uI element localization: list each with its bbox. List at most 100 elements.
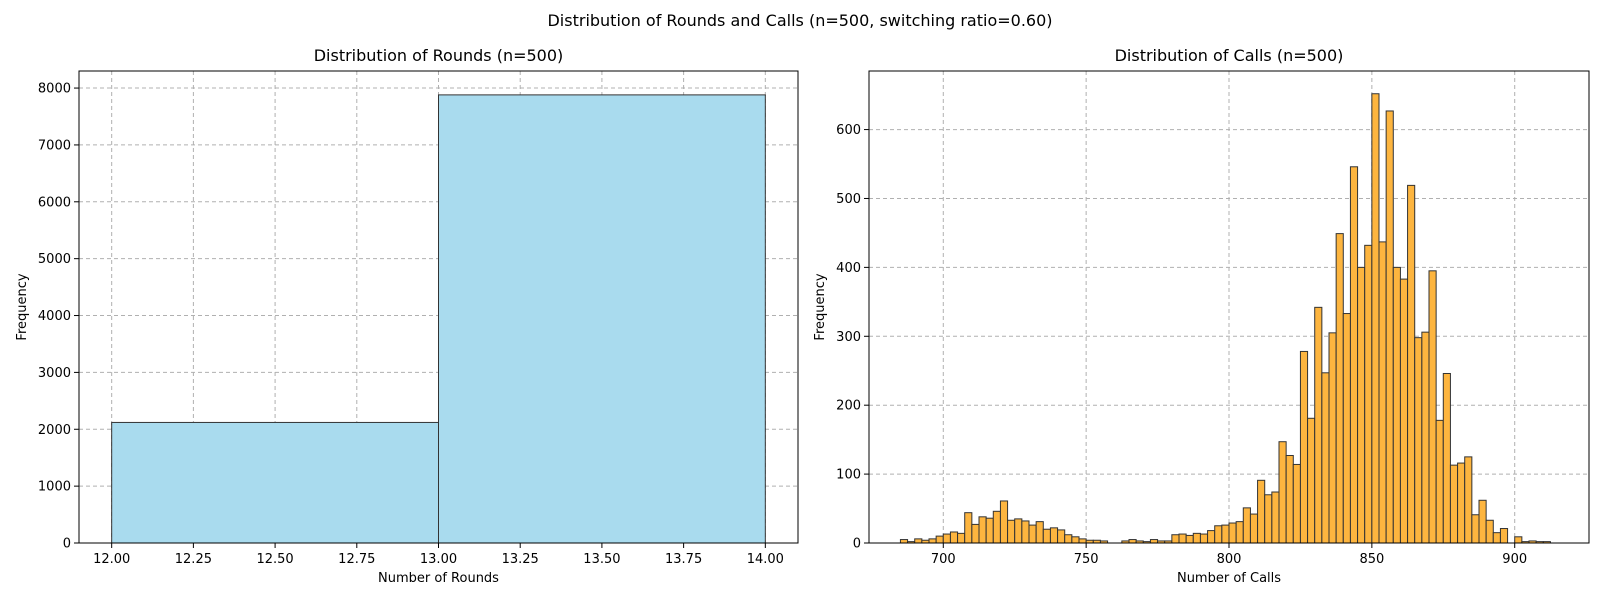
calls-bar-7: [949, 531, 959, 544]
calls-bar-18: [1028, 524, 1037, 544]
rounds-y-tick-label-3: 3000: [38, 366, 71, 381]
calls-bar-8: [957, 532, 966, 544]
calls-x-tick-label-2: 800: [1217, 552, 1242, 567]
rounds-y-tick-label-7: 7000: [38, 138, 71, 153]
figure-suptitle: Distribution of Rounds and Calls (n=500,…: [547, 11, 1052, 30]
calls-bar-12: [985, 517, 994, 544]
rounds-y-tick-label-5: 5000: [38, 252, 71, 267]
calls-bar-80: [1471, 514, 1480, 544]
calls-x-tick-label-4: 900: [1502, 552, 1527, 567]
calls-y-tick-label-4: 400: [836, 261, 861, 276]
calls-bar-56: [1299, 350, 1309, 544]
calls-bar-59: [1321, 372, 1330, 544]
calls-plot-frame: [868, 70, 1590, 544]
calls-bar-69: [1392, 266, 1401, 544]
rounds-y-tick-label-2: 2000: [38, 423, 71, 438]
calls-bar-57: [1307, 417, 1316, 544]
calls-bar-62: [1342, 313, 1351, 544]
calls-bar-14: [999, 500, 1009, 544]
calls-y-tick-label-2: 200: [836, 399, 861, 414]
calls-bar-72: [1414, 337, 1423, 544]
calls-bar-43: [1207, 530, 1216, 544]
calls-bar-54: [1285, 454, 1294, 544]
rounds-x-tick-label-4: 13.00: [420, 552, 457, 567]
calls-bar-70: [1399, 278, 1409, 544]
calls-x-axis-label: Number of Calls: [1177, 571, 1281, 586]
calls-x-tick-label-0: 700: [931, 552, 956, 567]
rounds-y-tick-label-4: 4000: [38, 309, 71, 324]
calls-bar-77: [1449, 464, 1459, 544]
calls-bar-38: [1171, 534, 1180, 544]
calls-bar-23: [1064, 534, 1073, 544]
rounds-bars: [111, 94, 766, 544]
calls-bar-74: [1428, 270, 1437, 544]
calls-bar-66: [1371, 93, 1380, 544]
calls-bar-44: [1214, 525, 1223, 544]
rounds-bar-0: [111, 421, 439, 544]
calls-chart-title: Distribution of Calls (n=500): [1115, 46, 1344, 65]
calls-bar-71: [1407, 184, 1416, 544]
calls-bar-76: [1442, 372, 1451, 544]
rounds-x-tick-label-8: 14.00: [747, 552, 784, 567]
calls-bar-53: [1278, 441, 1287, 544]
calls-bar-41: [1192, 532, 1201, 544]
rounds-bar-1: [438, 94, 766, 544]
calls-bar-0: [899, 539, 909, 544]
calls-y-tick-label-0: 0: [853, 537, 861, 552]
calls-bar-9: [964, 512, 973, 544]
calls-bar-67: [1378, 241, 1387, 544]
calls-bar-48: [1242, 507, 1251, 544]
calls-y-axis-label: Frequency: [813, 273, 828, 340]
calls-bar-15: [1007, 519, 1016, 544]
rounds-x-tick-label-0: 12.00: [93, 552, 130, 567]
calls-x-ticks: 700 750 800 850 900: [931, 543, 1527, 567]
calls-y-tick-label-6: 600: [836, 123, 861, 138]
rounds-plot-frame: [78, 70, 799, 544]
calls-bar-16: [1014, 518, 1023, 544]
calls-bar-2: [914, 538, 923, 544]
calls-bar-42: [1199, 533, 1209, 544]
calls-bar-11: [978, 516, 987, 544]
calls-bar-35: [1149, 539, 1159, 544]
rounds-y-tick-label-1: 1000: [38, 480, 71, 495]
calls-histogram-panel: Distribution of Calls (n=500) Number of …: [813, 46, 1590, 586]
rounds-x-tick-label-3: 12.75: [338, 552, 375, 567]
calls-bar-22: [1057, 529, 1066, 544]
calls-bar-39: [1178, 533, 1187, 544]
rounds-x-axis-label: Number of Rounds: [378, 571, 499, 586]
calls-bar-40: [1185, 534, 1194, 544]
rounds-x-tick-label-6: 13.50: [583, 552, 620, 567]
calls-bar-84: [1499, 528, 1509, 544]
calls-bar-55: [1292, 463, 1301, 544]
calls-bar-5: [935, 535, 944, 544]
calls-bar-32: [1128, 539, 1137, 544]
calls-bar-49: [1249, 513, 1259, 544]
calls-y-tick-label-3: 300: [836, 330, 861, 345]
calls-bar-21: [1049, 527, 1059, 544]
calls-x-tick-label-1: 750: [1074, 552, 1099, 567]
calls-bar-24: [1071, 536, 1080, 544]
calls-bar-13: [992, 510, 1001, 544]
calls-bar-86: [1514, 536, 1523, 544]
rounds-x-tick-label-2: 12.50: [256, 552, 293, 567]
calls-bar-73: [1421, 331, 1430, 544]
calls-bar-51: [1264, 494, 1273, 544]
calls-bar-19: [1035, 521, 1044, 544]
calls-y-tick-label-1: 100: [836, 468, 861, 483]
calls-bar-83: [1492, 532, 1501, 544]
calls-bar-78: [1457, 462, 1466, 544]
calls-bar-61: [1335, 233, 1344, 544]
calls-bar-45: [1221, 524, 1230, 544]
rounds-y-ticks: 0 1000 2000 3000 4000 5000 6000 7000 8000: [38, 82, 79, 552]
calls-bar-64: [1357, 266, 1366, 544]
calls-bar-4: [928, 538, 937, 544]
calls-bar-68: [1385, 110, 1394, 544]
calls-bar-47: [1235, 521, 1244, 544]
calls-bar-60: [1328, 332, 1337, 544]
calls-bar-46: [1228, 522, 1237, 544]
rounds-chart-title: Distribution of Rounds (n=500): [314, 46, 564, 65]
calls-bar-82: [1485, 519, 1494, 544]
calls-y-tick-label-5: 500: [836, 192, 861, 207]
calls-bar-20: [1042, 528, 1051, 544]
